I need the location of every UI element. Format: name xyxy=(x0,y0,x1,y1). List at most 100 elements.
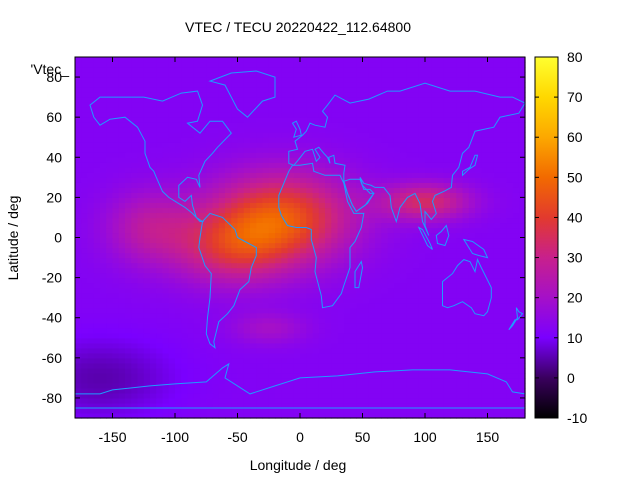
heatmap-cell xyxy=(331,222,339,229)
heatmap-cell xyxy=(150,322,157,329)
heatmap-cell xyxy=(306,237,314,244)
heatmap-cell xyxy=(325,332,332,339)
heatmap-cell xyxy=(162,342,170,349)
heatmap-cell xyxy=(400,332,407,339)
heatmap-cell xyxy=(243,182,251,188)
heatmap-cell xyxy=(506,287,514,294)
heatmap-cell xyxy=(81,102,89,108)
heatmap-cell xyxy=(168,337,176,344)
heatmap-cell xyxy=(181,332,189,339)
heatmap-cell xyxy=(393,277,401,284)
heatmap-cell xyxy=(406,327,414,334)
heatmap-cell xyxy=(375,97,382,103)
heatmap-cell xyxy=(93,352,101,359)
heatmap-cell xyxy=(487,132,495,138)
heatmap-cell xyxy=(462,227,470,234)
heatmap-cell xyxy=(493,397,501,404)
heatmap-cell xyxy=(356,107,364,113)
heatmap-cell xyxy=(368,132,376,138)
heatmap-cell xyxy=(100,252,107,259)
heatmap-cell xyxy=(350,397,357,404)
heatmap-cell xyxy=(493,272,501,279)
heatmap-cell xyxy=(375,327,382,334)
heatmap-cell xyxy=(456,232,464,239)
heatmap-cell xyxy=(356,127,364,133)
heatmap-cell xyxy=(200,362,207,369)
heatmap-cell xyxy=(300,182,307,188)
heatmap-cell xyxy=(143,407,151,414)
heatmap-cell xyxy=(175,87,182,93)
heatmap-cell xyxy=(206,332,214,339)
heatmap-cell xyxy=(425,327,432,334)
heatmap-cell xyxy=(106,77,114,83)
heatmap-cell xyxy=(312,117,320,123)
heatmap-cell xyxy=(518,252,526,259)
heatmap-cell xyxy=(493,247,501,254)
heatmap-cell xyxy=(168,177,176,183)
heatmap-cell xyxy=(81,162,89,168)
heatmap-cell xyxy=(343,212,351,219)
heatmap-cell xyxy=(87,392,95,399)
heatmap-cell xyxy=(93,227,101,234)
heatmap-cell xyxy=(231,307,239,314)
heatmap-cell xyxy=(368,267,376,274)
heatmap-cell xyxy=(318,212,326,219)
heatmap-cell xyxy=(118,342,126,349)
heatmap-cell xyxy=(306,117,314,123)
heatmap-cell xyxy=(518,412,526,419)
heatmap-cell xyxy=(337,322,345,329)
heatmap-cell xyxy=(306,342,314,349)
heatmap-cell xyxy=(331,402,339,409)
heatmap-cell xyxy=(218,187,226,193)
heatmap-cell xyxy=(93,412,101,419)
heatmap-cell xyxy=(250,412,257,419)
heatmap-cell xyxy=(125,242,132,249)
heatmap-cell xyxy=(362,342,370,349)
heatmap-cell xyxy=(431,77,439,83)
heatmap-cell xyxy=(225,137,232,143)
heatmap-cell xyxy=(150,147,157,153)
heatmap-cell xyxy=(106,107,114,113)
heatmap-cell xyxy=(368,127,376,133)
heatmap-cell xyxy=(400,157,407,163)
heatmap-cell xyxy=(156,97,164,103)
heatmap-cell xyxy=(500,162,507,168)
heatmap-cell xyxy=(231,347,239,354)
heatmap-cell xyxy=(443,277,451,284)
heatmap-cell xyxy=(81,167,89,173)
heatmap-cell xyxy=(475,362,482,369)
heatmap-cell xyxy=(381,392,389,399)
heatmap-cell xyxy=(500,172,507,178)
heatmap-cell xyxy=(350,382,357,389)
heatmap-cell xyxy=(443,222,451,229)
heatmap-cell xyxy=(487,222,495,229)
heatmap-cell xyxy=(412,392,420,399)
heatmap-cell xyxy=(312,177,320,183)
heatmap-cell xyxy=(143,232,151,239)
heatmap-cell xyxy=(193,77,201,83)
heatmap-cell xyxy=(506,202,514,209)
heatmap-cell xyxy=(75,362,82,369)
heatmap-cell xyxy=(150,112,157,118)
heatmap-cell xyxy=(350,402,357,409)
heatmap-cell xyxy=(306,372,314,379)
heatmap-cell xyxy=(500,362,507,369)
heatmap-cell xyxy=(93,92,101,98)
heatmap-cell xyxy=(362,312,370,319)
heatmap-cell xyxy=(225,182,232,188)
heatmap-cell xyxy=(100,72,107,78)
heatmap-cell xyxy=(412,217,420,224)
heatmap-cell xyxy=(187,167,195,173)
heatmap-cell xyxy=(300,362,307,369)
heatmap-cell xyxy=(287,322,295,329)
heatmap-cell xyxy=(106,247,114,254)
heatmap-cell xyxy=(218,337,226,344)
heatmap-cell xyxy=(356,402,364,409)
heatmap-cell xyxy=(106,337,114,344)
heatmap-cell xyxy=(350,137,357,143)
heatmap-cell xyxy=(137,232,145,239)
heatmap-cell xyxy=(112,397,120,404)
heatmap-cell xyxy=(81,72,89,78)
heatmap-cell xyxy=(112,107,120,113)
heatmap-cell xyxy=(462,82,470,88)
